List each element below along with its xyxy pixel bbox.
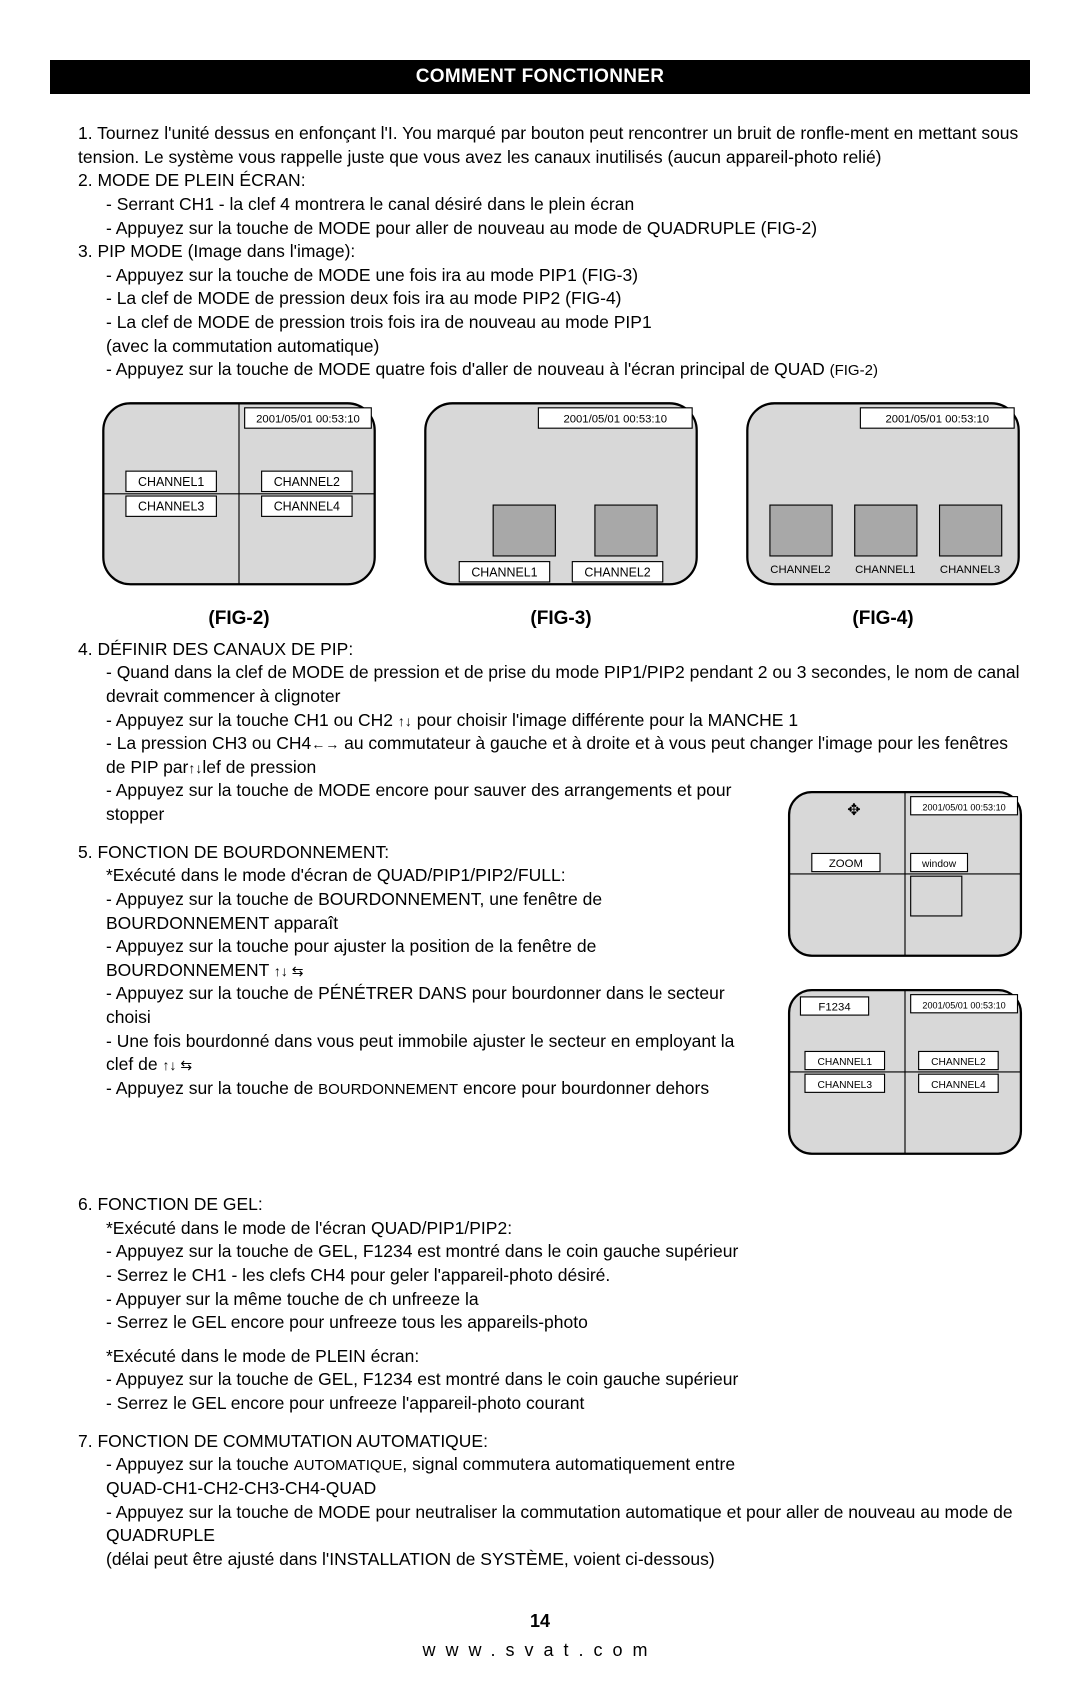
freeze-label: F1234 bbox=[818, 1002, 850, 1014]
para-6b: - Appuyez sur la touche de GEL, F1234 es… bbox=[50, 1240, 1030, 1264]
para-7: 7. FONCTION DE COMMUTATION AUTOMATIQUE: bbox=[50, 1430, 1030, 1454]
para-6: 6. FONCTION DE GEL: bbox=[50, 1193, 1030, 1217]
fig4-ts: 2001/05/01 00:53:10 bbox=[885, 413, 989, 425]
fz-c1: CHANNEL1 bbox=[818, 1057, 873, 1068]
arrows-4way-icon: ↑↓ ⇆ bbox=[274, 963, 304, 979]
para-4b-post: pour choisir l'image différente pour la … bbox=[412, 710, 798, 730]
fz-c4: CHANNEL4 bbox=[931, 1080, 986, 1091]
para-6h: - Serrez le GEL encore pour unfreeze l'a… bbox=[50, 1392, 1030, 1416]
fig3-caption: (FIG-3) bbox=[414, 606, 708, 632]
fig4-c3: CHANNEL3 bbox=[940, 564, 1000, 576]
para-2b: - Appuyez sur la touche de MODE pour all… bbox=[50, 217, 1030, 241]
para-3c: - La clef de MODE de pression trois fois… bbox=[50, 311, 1030, 335]
fig4-caption: (FIG-4) bbox=[736, 606, 1030, 632]
para-5f-pre: - Appuyez sur la touche de bbox=[106, 1078, 318, 1098]
para-2a: - Serrant CH1 - la clef 4 montrera le ca… bbox=[50, 193, 1030, 217]
para-5f-small: BOURDONNEMENT bbox=[318, 1081, 458, 1098]
fig2-c4: CHANNEL4 bbox=[274, 500, 340, 514]
zoom-window: window bbox=[921, 860, 957, 871]
fig2-caption: (FIG-2) bbox=[92, 606, 386, 632]
para-7a: - Appuyez sur la touche AUTOMATIQUE, sig… bbox=[50, 1453, 1030, 1477]
zoom-icon: ✥ bbox=[847, 802, 860, 819]
para-6g: - Appuyez sur la touche de GEL, F1234 es… bbox=[50, 1368, 1030, 1392]
zoom-label: ZOOM bbox=[829, 859, 863, 871]
arrows-4way-icon-2: ↑↓ ⇆ bbox=[162, 1057, 192, 1073]
updown-arrow-icon-2: ↑↓ bbox=[188, 760, 202, 776]
fig4-c2: CHANNEL2 bbox=[770, 564, 830, 576]
para-3b: - La clef de MODE de pression deux fois … bbox=[50, 287, 1030, 311]
fz-c2: CHANNEL2 bbox=[931, 1057, 986, 1068]
para-7a-post: , signal commutera automatiquement entre bbox=[402, 1454, 735, 1474]
para-3e-pre: - Appuyez sur la touche de MODE quatre f… bbox=[106, 359, 830, 379]
para-5e-pre: - Une fois bourdonné dans vous peut immo… bbox=[106, 1031, 734, 1075]
fig2-ts: 2001/05/01 00:53:10 bbox=[256, 413, 360, 425]
para-6c: - Serrez le CH1 - les clefs CH4 pour gel… bbox=[50, 1264, 1030, 1288]
para-6e: - Serrez le GEL encore pour unfreeze tou… bbox=[50, 1311, 1030, 1335]
para-4a: - Quand dans la clef de MODE de pression… bbox=[50, 661, 1030, 708]
fig2-c2: CHANNEL2 bbox=[274, 475, 340, 489]
para-4b: - Appuyez sur la touche CH1 ou CH2 ↑↓ po… bbox=[50, 709, 1030, 733]
page-number: 14 bbox=[50, 1611, 1030, 1632]
para-2: 2. MODE DE PLEIN ÉCRAN: bbox=[50, 169, 1030, 193]
para-3: 3. PIP MODE (Image dans l'image): bbox=[50, 240, 1030, 264]
para-4b-pre: - Appuyez sur la touche CH1 ou CH2 bbox=[106, 710, 398, 730]
freeze-ts: 2001/05/01 00:53:10 bbox=[922, 1001, 1005, 1011]
fig-2: 2001/05/01 00:53:10 CHANNEL1 CHANNEL2 CH… bbox=[92, 392, 386, 632]
para-7b: QUAD-CH1-CH2-CH3-CH4-QUAD bbox=[50, 1477, 1030, 1501]
updown-arrow-icon: ↑↓ bbox=[398, 713, 412, 729]
para-3d: (avec la commutation automatique) bbox=[50, 335, 1030, 359]
body-text: 1. Tournez l'unité dessus en enfonçant l… bbox=[50, 122, 1030, 1571]
para-4c-pre: - La pression CH3 ou CH4 bbox=[106, 733, 311, 753]
fig3-c2: CHANNEL2 bbox=[584, 565, 650, 579]
fig2-c1: CHANNEL1 bbox=[138, 475, 204, 489]
para-6f: *Exécuté dans le mode de PLEIN écran: bbox=[50, 1345, 1030, 1369]
para-6a: *Exécuté dans le mode de l'écran QUAD/PI… bbox=[50, 1217, 1030, 1241]
para-4c-end: lef de pression bbox=[202, 757, 316, 777]
para-5f-post: encore pour bourdonner dehors bbox=[458, 1078, 709, 1098]
fig4-c1: CHANNEL1 bbox=[855, 564, 915, 576]
para-7a-small: AUTOMATIQUE bbox=[294, 1457, 403, 1474]
para-3a: - Appuyez sur la touche de MODE une fois… bbox=[50, 264, 1030, 288]
footer-url: www.svat.com bbox=[50, 1640, 1030, 1661]
freeze-fig: F1234 2001/05/01 00:53:10 CHANNEL1 CHANN… bbox=[780, 981, 1030, 1163]
para-3e: - Appuyez sur la touche de MODE quatre f… bbox=[50, 358, 1030, 382]
fz-c3: CHANNEL3 bbox=[818, 1080, 873, 1091]
para-7a-pre: - Appuyez sur la touche bbox=[106, 1454, 294, 1474]
para-7d: (délai peut être ajusté dans l'INSTALLAT… bbox=[50, 1548, 1030, 1572]
fig2-c3: CHANNEL3 bbox=[138, 500, 204, 514]
fig3-c1: CHANNEL1 bbox=[471, 565, 537, 579]
para-3e-small: (FIG-2) bbox=[830, 362, 878, 379]
section-header: COMMENT FONCTIONNER bbox=[50, 60, 1030, 94]
zoom-ts: 2001/05/01 00:53:10 bbox=[922, 803, 1005, 813]
para-5c-pre: - Appuyez sur la touche pour ajuster la … bbox=[106, 936, 596, 980]
para-1: 1. Tournez l'unité dessus en enfonçant l… bbox=[50, 122, 1030, 169]
leftright-arrow-icon: ←→ bbox=[311, 736, 339, 752]
figures-row: 2001/05/01 00:53:10 CHANNEL1 CHANNEL2 CH… bbox=[92, 392, 1030, 632]
fig3-ts: 2001/05/01 00:53:10 bbox=[563, 413, 667, 425]
zoom-fig: ✥ 2001/05/01 00:53:10 ZOOM window bbox=[780, 783, 1030, 965]
para-4c: - La pression CH3 ou CH4←→ au commutateu… bbox=[50, 732, 1030, 779]
para-4: 4. DÉFINIR DES CANAUX DE PIP: bbox=[50, 638, 1030, 662]
para-6d: - Appuyer sur la même touche de ch unfre… bbox=[50, 1288, 1030, 1312]
fig-4: 2001/05/01 00:53:10 CHANNEL2 CHANNEL1 CH… bbox=[736, 392, 1030, 632]
fig-3: 2001/05/01 00:53:10 CHANNEL1 CHANNEL2 (F… bbox=[414, 392, 708, 632]
side-figures: ✥ 2001/05/01 00:53:10 ZOOM window F1234 … bbox=[780, 783, 1030, 1179]
para-7c: - Appuyez sur la touche de MODE pour neu… bbox=[50, 1501, 1030, 1548]
